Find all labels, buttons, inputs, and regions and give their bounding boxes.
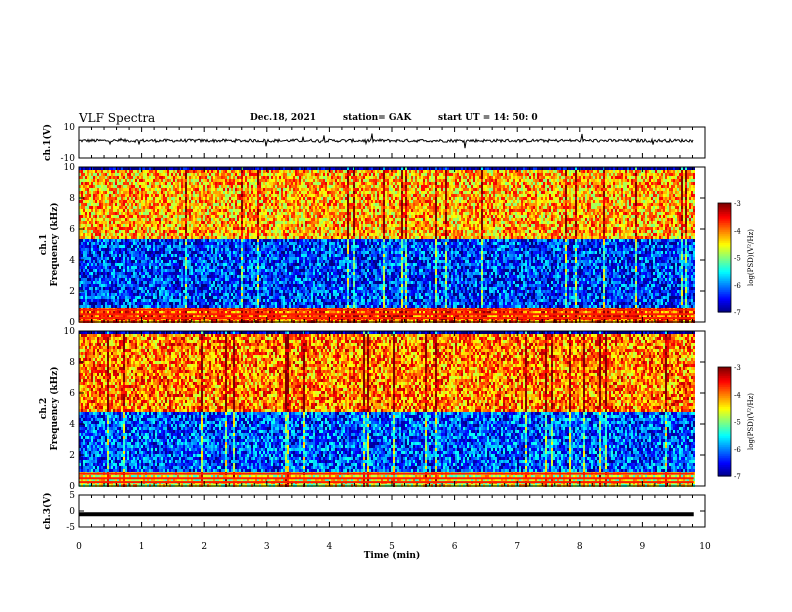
colorbar-tick-label: -5: [734, 419, 741, 427]
y-tick-label: 4: [69, 420, 75, 430]
waveform-trace-waveform-ch1: [79, 134, 693, 149]
spectrogram-cells-spectrogram-ch1: [79, 167, 695, 323]
colorbar-label: log(PSD)(V²/Hz): [747, 229, 755, 286]
colorbar-tick-label: -3: [734, 364, 741, 372]
x-tick-label: 4: [327, 542, 333, 552]
y-tick-label: 6: [69, 225, 75, 235]
y-tick-label: 10: [64, 327, 76, 337]
x-axis-label: Time (min): [364, 550, 421, 561]
y-tick-label: 10: [64, 163, 76, 173]
x-tick-label: 8: [577, 542, 583, 552]
x-ticks-waveform-ch3: [79, 495, 705, 527]
spectrogram-cells-spectrogram-ch2: [79, 331, 695, 487]
colorbar-spectrogram-ch1: -3 -4 -5 -6 -7 log(PSD)(V²/Hz): [718, 200, 755, 317]
y-tick-label: 10: [64, 123, 76, 133]
y-axis-label-spectrogram-ch1: Frequency (kHz): [49, 202, 60, 286]
y-axis-label-waveform-ch1: ch.1(V): [42, 124, 53, 161]
y-tick-label: 5: [69, 491, 75, 501]
x-tick-label: 2: [201, 542, 207, 552]
y-tick-label: 2: [69, 287, 75, 297]
x-tick-label: 6: [452, 542, 458, 552]
colorbar-tick-label: -3: [734, 200, 741, 208]
y-tick-label: 2: [69, 451, 75, 461]
y-tick-label: 0: [69, 507, 75, 517]
channel-label-spectrogram-ch1: ch.1: [39, 234, 49, 255]
colorbar-tick-label: -6: [734, 446, 741, 454]
colorbar-label: log(PSD)(V²/Hz): [747, 393, 755, 450]
x-tick-label: 10: [699, 542, 711, 552]
colorbar-tick-label: -7: [734, 473, 741, 481]
y-axis-label-waveform-ch3: ch.3(V): [42, 493, 53, 530]
y-axis-label-spectrogram-ch2: Frequency (kHz): [49, 366, 60, 450]
y-tick-label: -5: [66, 523, 75, 533]
colorbar-tick-label: -5: [734, 255, 741, 263]
x-tick-label: 3: [264, 542, 270, 552]
y-tick-label: 4: [69, 256, 75, 266]
y-tick-label: 8: [69, 194, 75, 204]
colorbar-tick-label: -4: [734, 391, 741, 399]
x-tick-label: 1: [139, 542, 145, 552]
colorbar-spectrogram-ch2: -3 -4 -5 -6 -7 log(PSD)(V²/Hz): [718, 364, 755, 481]
x-tick-label: 7: [514, 542, 520, 552]
y-tick-label: 8: [69, 358, 75, 368]
x-tick-label: 9: [640, 542, 646, 552]
colorbar-tick-label: -4: [734, 227, 741, 235]
y-tick-label: 6: [69, 389, 75, 399]
channel-label-spectrogram-ch2: ch.2: [39, 398, 49, 419]
x-ticks-waveform-ch1: [79, 127, 705, 158]
x-tick-label: 0: [76, 542, 82, 552]
colorbar-tick-label: -7: [734, 309, 741, 317]
colorbar-tick-label: -6: [734, 282, 741, 290]
